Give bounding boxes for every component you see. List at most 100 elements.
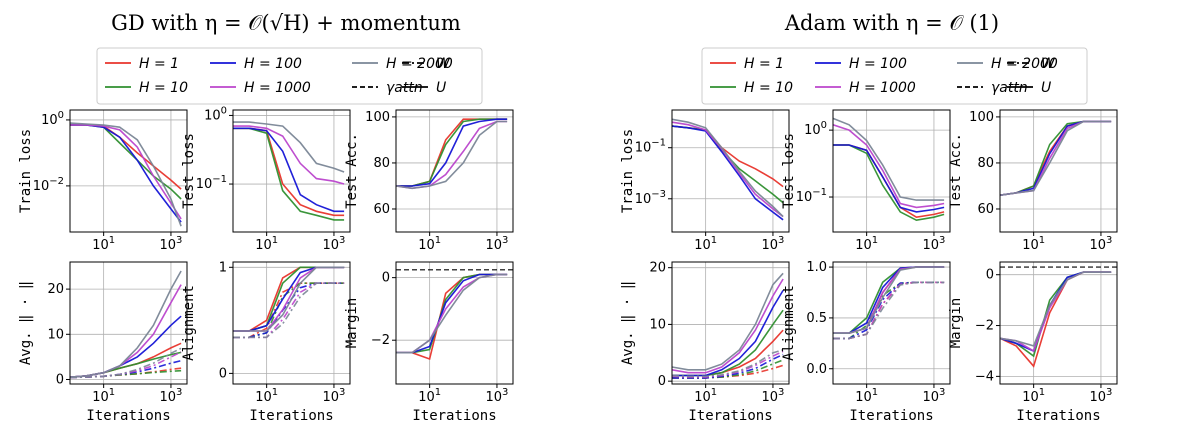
series-line bbox=[70, 124, 182, 223]
series-line bbox=[672, 118, 784, 218]
y-tick-label: 10−1 bbox=[196, 174, 227, 192]
panel-adam-alignment: 101 103 1.0 0.5 0.0 Alignment Iterations bbox=[781, 260, 951, 424]
y-tick-label: 100 bbox=[365, 110, 390, 125]
y-tick-label: 80 bbox=[977, 156, 994, 171]
x-tick-label: 101 bbox=[855, 387, 878, 405]
y-tick-label: 10−1 bbox=[796, 187, 827, 205]
x-tick-label: 101 bbox=[855, 235, 878, 253]
y-tick-label: 10−1 bbox=[635, 138, 666, 156]
series-line bbox=[1000, 120, 1112, 196]
x-tick-label: 103 bbox=[1089, 387, 1112, 405]
y-tick-label: 0 bbox=[56, 372, 64, 387]
panel-gd-alignment: 101 103 1 0 Alignment Iterations bbox=[181, 260, 351, 424]
series-line bbox=[396, 273, 508, 361]
axes-frame bbox=[232, 109, 351, 233]
series-line bbox=[672, 125, 784, 204]
x-tick-label: 101 bbox=[694, 387, 717, 405]
series-group bbox=[833, 266, 945, 340]
series-line bbox=[70, 124, 182, 220]
y-tick-label: −2 bbox=[975, 319, 994, 334]
x-axis-label: Iterations bbox=[849, 408, 933, 424]
legend-label: U bbox=[1041, 80, 1051, 96]
legend-label: H = 100 bbox=[849, 56, 907, 72]
legend-label: H = 2000 bbox=[991, 56, 1058, 72]
series-line bbox=[1000, 271, 1112, 353]
x-tick-label: 101 bbox=[418, 235, 441, 253]
series-line bbox=[396, 120, 508, 190]
x-axis-label: Iterations bbox=[249, 408, 333, 424]
axes-frame bbox=[832, 261, 951, 385]
panel-adam-test-acc: 101 103 100 80 60 Test Acc. bbox=[948, 109, 1118, 253]
panel-gd-avg-norm: 101 103 20 10 0 Avg. ‖ · ‖ Iterations bbox=[18, 261, 188, 424]
legend-left: H = 1 H = 10 H = 100 H = 1000 H = 2000 γattn W… bbox=[96, 47, 483, 105]
x-tick-label: 103 bbox=[159, 235, 182, 253]
axes-frame bbox=[395, 109, 514, 233]
y-tick-label: 20 bbox=[649, 261, 666, 276]
x-axis-label: Iterations bbox=[1016, 408, 1100, 424]
series-line bbox=[396, 118, 508, 187]
x-tick-label: 101 bbox=[255, 235, 278, 253]
series-line bbox=[233, 121, 345, 173]
axes-frame bbox=[671, 261, 790, 385]
legend-label: H = 1 bbox=[744, 56, 784, 72]
panel-gd-margin: 101 103 0 −2 Margin Iterations bbox=[344, 261, 514, 424]
series-line bbox=[233, 127, 345, 221]
x-tick-label: 103 bbox=[761, 387, 784, 405]
series-group bbox=[672, 118, 784, 221]
series-line bbox=[1000, 271, 1112, 347]
axes-frame bbox=[999, 261, 1118, 385]
series-group bbox=[1000, 120, 1112, 196]
series-line-w bbox=[833, 281, 945, 340]
legend-right: H = 1 H = 10 H = 100 H = 1000 H = 2000 γattn W… bbox=[701, 47, 1088, 105]
series-line bbox=[833, 124, 945, 209]
y-tick-label: 0 bbox=[986, 268, 994, 283]
series-line bbox=[1000, 271, 1112, 353]
panel-gd-test-acc: 101 103 100 80 60 Test Acc. bbox=[344, 109, 514, 253]
legend-label: U bbox=[436, 80, 446, 96]
x-tick-label: 101 bbox=[1022, 387, 1045, 405]
axes-frame bbox=[671, 109, 790, 233]
y-tick-label: 1 bbox=[219, 260, 227, 275]
right-title: Adam with η = 𝒪 (1) bbox=[784, 11, 999, 35]
y-tick-label: 100 bbox=[204, 105, 227, 123]
series-line bbox=[833, 117, 945, 201]
series-line bbox=[672, 121, 784, 218]
series-line-w bbox=[833, 281, 945, 340]
series-group bbox=[396, 118, 508, 190]
series-line bbox=[396, 273, 508, 354]
series-group bbox=[672, 272, 784, 379]
y-tick-label: 20 bbox=[47, 282, 64, 297]
y-axis-label: Train loss bbox=[620, 129, 636, 213]
panel-adam-margin: 101 103 0 −2 −4 Margin Iterations bbox=[948, 261, 1118, 424]
y-tick-label: 10−2 bbox=[33, 176, 64, 194]
series-line-w bbox=[672, 350, 784, 378]
series-line bbox=[672, 125, 784, 221]
axes-frame bbox=[232, 261, 351, 385]
x-axis-label: Iterations bbox=[412, 408, 496, 424]
legend-label: H = 10 bbox=[139, 80, 188, 96]
legend-label: W bbox=[436, 56, 451, 72]
legend-label: H = 10 bbox=[744, 80, 793, 96]
series-line bbox=[1000, 120, 1112, 196]
y-tick-label: 0 bbox=[382, 271, 390, 286]
series-line bbox=[672, 329, 784, 377]
y-tick-label: 1.0 bbox=[806, 260, 827, 275]
series-line bbox=[672, 272, 784, 371]
series-line bbox=[833, 266, 945, 334]
series-line-w bbox=[672, 349, 784, 378]
legend-label: H = 100 bbox=[244, 56, 302, 72]
x-axis-label: Iterations bbox=[688, 408, 772, 424]
x-tick-label: 103 bbox=[485, 387, 508, 405]
legend-label: H = 1 bbox=[139, 56, 179, 72]
y-axis-label: Test loss bbox=[181, 133, 197, 209]
legend-label: H = 2000 bbox=[386, 56, 453, 72]
series-line bbox=[396, 120, 508, 190]
legend-label: γattn bbox=[991, 80, 1028, 96]
y-tick-label: 0.0 bbox=[806, 362, 827, 377]
y-tick-label: 80 bbox=[373, 156, 390, 171]
x-tick-label: 103 bbox=[322, 235, 345, 253]
x-tick-label: 101 bbox=[255, 387, 278, 405]
series-group bbox=[233, 121, 345, 221]
y-tick-label: 100 bbox=[804, 120, 827, 138]
